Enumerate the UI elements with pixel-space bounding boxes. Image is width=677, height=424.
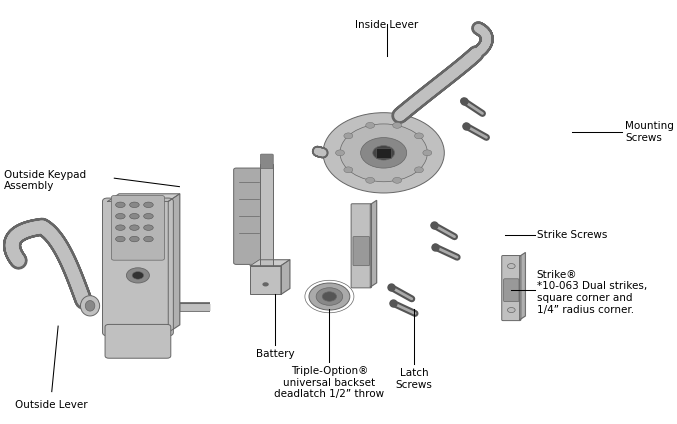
Text: Mounting
Screws: Mounting Screws (625, 121, 674, 142)
Text: Outside Keypad
Assembly: Outside Keypad Assembly (4, 170, 86, 191)
Circle shape (508, 307, 515, 312)
Circle shape (373, 145, 395, 160)
FancyBboxPatch shape (102, 198, 173, 336)
Circle shape (414, 167, 423, 173)
FancyBboxPatch shape (105, 324, 171, 358)
Ellipse shape (116, 213, 125, 219)
Circle shape (344, 133, 353, 139)
Polygon shape (281, 260, 290, 294)
Circle shape (366, 177, 374, 183)
Circle shape (423, 150, 432, 156)
Polygon shape (250, 260, 290, 266)
Ellipse shape (116, 236, 125, 242)
FancyBboxPatch shape (112, 195, 165, 260)
Polygon shape (263, 165, 271, 263)
Ellipse shape (144, 236, 153, 242)
Circle shape (366, 123, 374, 128)
FancyBboxPatch shape (504, 279, 519, 301)
Ellipse shape (129, 213, 139, 219)
Polygon shape (370, 201, 376, 287)
Ellipse shape (129, 236, 139, 242)
Circle shape (508, 264, 515, 269)
FancyBboxPatch shape (261, 164, 274, 269)
FancyBboxPatch shape (502, 256, 521, 321)
Circle shape (309, 283, 350, 310)
Text: Triple-Option®
universal backset
deadlatch 1/2” throw: Triple-Option® universal backset deadlat… (274, 366, 385, 399)
Circle shape (393, 177, 401, 183)
FancyBboxPatch shape (234, 168, 265, 265)
FancyBboxPatch shape (376, 148, 391, 158)
Polygon shape (108, 194, 179, 201)
Circle shape (414, 133, 423, 139)
Ellipse shape (144, 225, 153, 230)
Polygon shape (520, 253, 525, 320)
Ellipse shape (129, 202, 139, 208)
Circle shape (344, 167, 353, 173)
Text: Strike Screws: Strike Screws (537, 230, 607, 240)
Circle shape (132, 272, 144, 279)
Circle shape (393, 123, 401, 128)
Circle shape (340, 124, 427, 182)
Text: Inside Lever: Inside Lever (355, 20, 418, 30)
FancyBboxPatch shape (261, 154, 274, 168)
Circle shape (336, 150, 345, 156)
Circle shape (323, 113, 444, 193)
FancyBboxPatch shape (353, 237, 370, 266)
Circle shape (263, 282, 269, 287)
FancyBboxPatch shape (351, 204, 372, 288)
FancyBboxPatch shape (250, 266, 281, 294)
Text: Strike®
*10-063 Dual strikes,
square corner and
1/4” radius corner.: Strike® *10-063 Dual strikes, square cor… (537, 270, 647, 315)
Ellipse shape (144, 202, 153, 208)
Text: Battery: Battery (256, 349, 294, 360)
Ellipse shape (116, 202, 125, 208)
Circle shape (316, 288, 343, 305)
Ellipse shape (129, 225, 139, 230)
Polygon shape (169, 194, 179, 332)
Ellipse shape (81, 296, 100, 316)
Circle shape (127, 268, 150, 283)
Text: Outside Lever: Outside Lever (16, 400, 88, 410)
Circle shape (322, 292, 336, 301)
Text: Latch
Screws: Latch Screws (396, 368, 433, 390)
Ellipse shape (144, 213, 153, 219)
Ellipse shape (85, 301, 95, 311)
Ellipse shape (116, 225, 125, 230)
Circle shape (361, 137, 407, 168)
